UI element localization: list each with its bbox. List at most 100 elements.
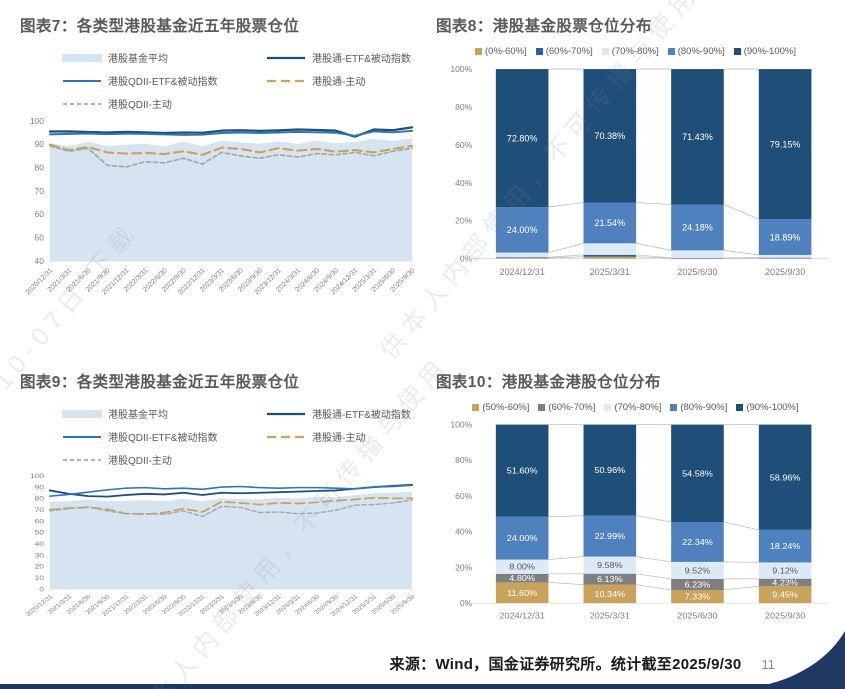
chart10-plot: 0% 20% 40% 60% 80% 100% 11.60% 10.34% 7.33% 9.45%… [450,420,829,621]
legend-label: (60%-70%] [545,46,593,57]
chart9-title: 图表9：各类型港股基金近五年股票仓位 [20,374,300,391]
legend-swatch-icon [538,404,546,411]
legend-swatch-icon [63,458,101,461]
x-axis: 2024/12/31 2025/3/31 2025/6/30 2025/9/30 [499,267,805,277]
legend-swatch-icon [736,404,744,411]
legend-item: (80%-90%] [670,402,727,413]
legend-item: (50%-60%] [472,402,529,413]
legend-label: (90%-100%] [746,402,799,413]
svg-text:20%: 20% [455,563,473,573]
svg-text:2025/6/30: 2025/6/30 [677,611,717,621]
panel-chart10: 图表10：港股基金港股仓位分布 (50%-60%] (60%-70%] (70%-8… [426,362,841,652]
chart9-legend: 港股基金平均 港股通-ETF&被动指数港股QDII-ETF&被动指数 港股通-主动港… [18,398,418,471]
svg-text:80: 80 [35,163,45,173]
chart8-title: 图表8：港股基金股票仓位分布 [436,18,652,35]
y-axis: 0 10 20 30 40 50 60 70 80 90 100 [30,472,44,593]
bottom-accent-bar [0,684,845,689]
svg-text:24.18%: 24.18% [682,223,713,233]
svg-text:54.58%: 54.58% [682,469,713,479]
svg-text:21.54%: 21.54% [594,218,625,228]
svg-text:60: 60 [35,209,45,219]
legend-swatch-icon [63,79,101,82]
legend-item: 港股QDII-ETF&被动指数 [62,429,262,444]
svg-text:100%: 100% [450,420,473,430]
legend-label: 港股通-主动 [312,433,366,444]
x-axis: 2020/12/312021/3/312021/6/302021/9/30202… [25,260,417,296]
bars [495,424,812,604]
legend-swatch-icon [604,404,612,411]
charts-grid: 图表7：各类型港股基金近五年股票仓位 港股基金平均 港股通-ETF&被动指数 港股Q… [10,6,841,652]
legend-label: (80%-90%] [677,46,725,57]
legend-swatch-icon [267,56,305,59]
svg-text:30: 30 [35,551,44,559]
legend-item: 港股通-ETF&被动指数 [266,406,418,421]
svg-text:4.23%: 4.23% [772,578,798,588]
svg-text:18.24%: 18.24% [770,541,801,551]
legend-item: (60%-70%] [535,46,593,57]
svg-text:4.80%: 4.80% [509,573,535,583]
legend-item: 港股QDII-ETF&被动指数 [62,73,262,88]
chart10-legend: (50%-60%] (60%-70%] (70%-80%] (80%-90%] (90%… [434,398,837,417]
svg-text:24.00%: 24.00% [507,225,538,235]
svg-text:79.15%: 79.15% [770,139,801,149]
svg-text:2025/9/30: 2025/9/30 [765,611,805,621]
chart8-plot: 0% 20% 40% 60% 80% 100% 24.00% 21.54% 24.18% 18.8… [450,64,829,277]
corner-swoosh-decoration [745,631,845,689]
legend-label: (70%-80%] [614,402,662,413]
svg-text:0%: 0% [460,598,473,608]
legend-label: 港股通-ETF&被动指数 [312,410,411,421]
svg-text:60%: 60% [455,491,473,501]
legend-swatch-icon [601,48,609,55]
svg-text:72.80%: 72.80% [507,133,538,143]
svg-text:10: 10 [35,574,44,582]
x-axis: 2020/12/312021/3/312021/6/302021/9/30202… [24,588,417,618]
svg-text:22.99%: 22.99% [594,531,625,541]
svg-text:71.43%: 71.43% [682,132,713,142]
panel-chart8: 图表8：港股基金股票仓位分布 (0%-60%] (60%-70%] (70%-80%… [426,6,841,358]
svg-text:6.23%: 6.23% [685,580,711,590]
svg-text:90: 90 [35,139,45,149]
panel-chart7: 图表7：各类型港股基金近五年股票仓位 港股基金平均 港股通-ETF&被动指数 港股Q… [10,6,422,358]
x-axis: 2024/12/31 2025/3/31 2025/6/30 2025/9/30 [499,611,805,621]
svg-text:70: 70 [35,506,44,514]
svg-text:40%: 40% [455,178,472,188]
legend-swatch-icon [535,48,543,55]
svg-text:20%: 20% [455,216,472,226]
svg-text:50.96%: 50.96% [594,465,625,475]
svg-text:50: 50 [35,233,45,243]
legend-label: (0%-60%] [485,46,527,57]
chart7-plot: 40 50 60 70 80 90 100 2020/12/312021/3/312021/6… [25,116,417,296]
svg-text:9.58%: 9.58% [597,560,623,570]
legend-item: (90%-100%] [736,402,799,413]
legend-label: (80%-90%] [680,402,728,413]
svg-text:24.00%: 24.00% [507,533,538,543]
legend-label: 港股通-主动 [312,77,366,88]
svg-text:58.96%: 58.96% [770,473,801,483]
legend-swatch-icon [670,404,678,411]
svg-text:80%: 80% [455,455,473,465]
legend-item: 港股基金平均 [62,406,262,421]
bars [495,69,812,259]
svg-text:9.52%: 9.52% [685,566,711,576]
legend-item: 港股QDII-主动 [62,452,262,467]
bar-labels: 11.60% 10.34% 7.33% 9.45% 4.80% 6.13% 6.23% 4.2… [507,465,801,601]
svg-text:8.00%: 8.00% [509,562,535,572]
svg-text:40: 40 [35,540,44,548]
svg-text:80: 80 [35,495,44,503]
legend-swatch-icon [733,48,741,55]
svg-text:90: 90 [35,483,44,491]
svg-text:70: 70 [35,186,45,196]
legend-label: 港股通-ETF&被动指数 [312,54,411,65]
svg-text:60%: 60% [455,140,472,150]
svg-text:100%: 100% [450,64,472,74]
legend-label: (50%-60%] [482,402,530,413]
legend-swatch-icon [63,102,101,105]
svg-text:100: 100 [30,472,44,480]
svg-text:100: 100 [30,116,45,126]
legend-label: (90%-100%] [743,46,796,57]
svg-text:22.34%: 22.34% [682,537,713,547]
svg-text:7.33%: 7.33% [685,592,711,602]
chart8-legend: (0%-60%] (60%-70%] (70%-80%] (80%-90%] (90%-… [434,42,837,61]
svg-text:80%: 80% [455,102,472,112]
svg-text:0%: 0% [460,254,473,264]
